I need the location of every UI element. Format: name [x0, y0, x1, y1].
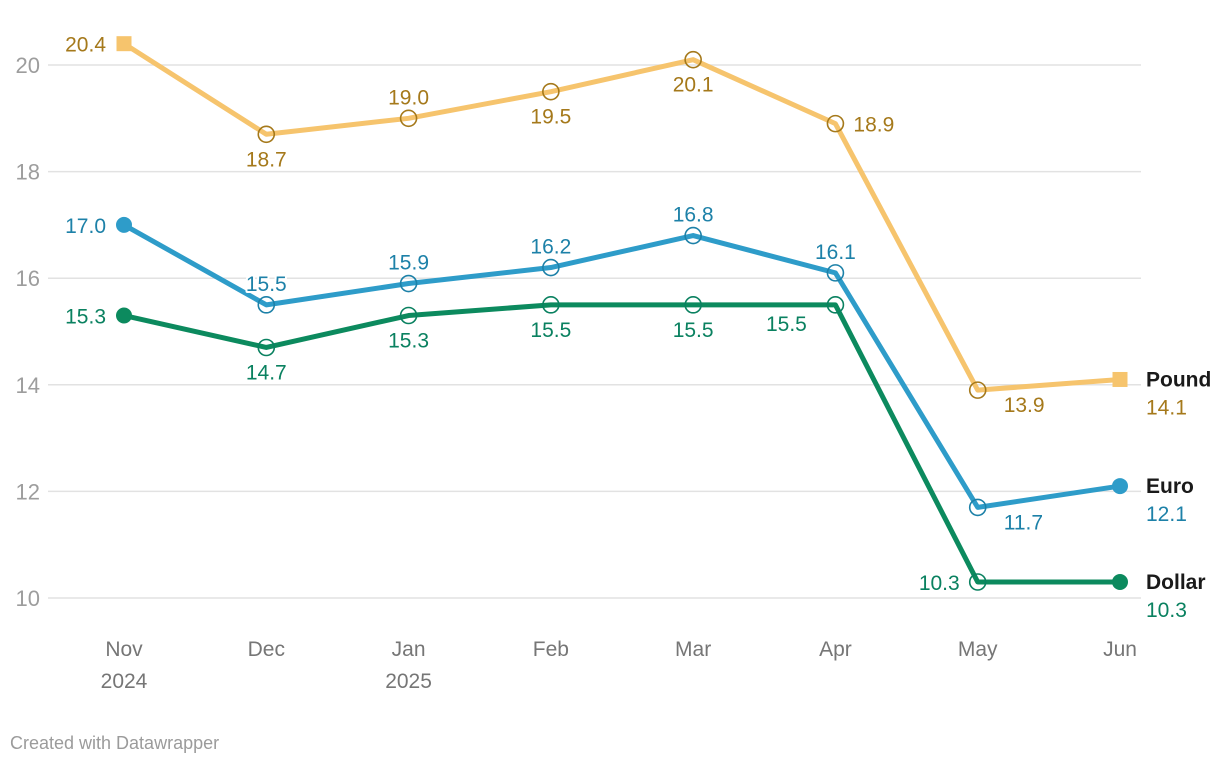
- marker-euro-feb: [542, 258, 560, 277]
- value-label-dollar-nov: 15.3: [65, 306, 106, 329]
- y-tick-label-12: 12: [16, 479, 40, 504]
- series-end-value-dollar: 10.3: [1146, 599, 1187, 622]
- x-tick-sublabel-2024: 2024: [101, 670, 148, 693]
- x-tick-label-jun: Jun: [1103, 638, 1137, 661]
- value-label-pound-jan: 19.0: [388, 86, 429, 109]
- marker-euro-apr: [826, 264, 845, 282]
- value-label-dollar-dec: 14.7: [246, 361, 287, 384]
- marker-dollar-dec: [257, 338, 276, 357]
- value-label-pound-may: 13.9: [1004, 394, 1045, 417]
- marker-pound-dec: [257, 125, 276, 144]
- value-label-dollar-mar: 15.5: [673, 319, 714, 342]
- series-line-dollar: [121, 302, 1123, 585]
- value-label-pound-feb: 19.5: [530, 106, 571, 129]
- x-tick-label-apr: Apr: [819, 638, 852, 661]
- y-tick-label-14: 14: [16, 373, 40, 398]
- value-label-euro-may: 11.7: [1004, 511, 1043, 534]
- value-label-euro-feb: 16.2: [530, 236, 571, 259]
- series-line-pound: [121, 41, 1123, 393]
- value-label-pound-mar: 20.1: [673, 74, 714, 97]
- value-label-dollar-apr: 15.5: [766, 313, 807, 336]
- marker-euro-jan: [399, 274, 418, 293]
- marker-pound-jan: [399, 109, 418, 128]
- marker-dollar-nov: [116, 307, 132, 324]
- y-tick-label-10: 10: [16, 586, 40, 611]
- series-name-label-dollar: Dollar: [1146, 571, 1206, 594]
- marker-dollar-feb: [542, 296, 560, 314]
- x-tick-label-jan: Jan: [392, 638, 426, 661]
- value-label-euro-apr: 16.1: [815, 241, 856, 264]
- value-label-pound-dec: 18.7: [246, 148, 287, 171]
- marker-euro-may: [968, 498, 987, 517]
- x-tick-sublabel-2025: 2025: [385, 670, 432, 693]
- marker-pound-mar: [684, 50, 702, 69]
- marker-pound-nov: [116, 36, 132, 52]
- x-tick-label-may: May: [958, 638, 998, 661]
- marker-pound-jun: [1112, 371, 1128, 387]
- marker-euro-mar: [684, 226, 702, 245]
- marker-dollar-apr: [826, 296, 845, 314]
- marker-euro-jun: [1112, 478, 1128, 495]
- value-label-euro-mar: 16.8: [673, 204, 714, 227]
- marker-dollar-may: [968, 573, 987, 591]
- series-name-label-pound: Pound: [1146, 368, 1211, 391]
- y-tick-label-16: 16: [16, 266, 40, 291]
- y-tick-label-18: 18: [16, 160, 40, 185]
- value-label-dollar-jan: 15.3: [388, 330, 429, 353]
- x-tick-label-mar: Mar: [675, 638, 711, 661]
- value-label-euro-nov: 17.0: [65, 215, 106, 238]
- marker-euro-nov: [116, 216, 132, 233]
- marker-dollar-jan: [399, 306, 418, 325]
- value-label-pound-nov: 20.4: [65, 34, 106, 57]
- x-tick-label-dec: Dec: [248, 638, 285, 661]
- value-label-dollar-feb: 15.5: [530, 319, 571, 342]
- marker-pound-apr: [826, 114, 845, 133]
- value-label-pound-apr: 18.9: [853, 114, 894, 137]
- series-end-value-euro: 12.1: [1146, 503, 1187, 526]
- marker-dollar-mar: [684, 296, 702, 314]
- series-line-euro: [121, 222, 1123, 510]
- value-label-euro-dec: 15.5: [246, 273, 287, 296]
- series-name-label-euro: Euro: [1146, 475, 1194, 498]
- marker-pound-may: [968, 381, 987, 399]
- value-label-dollar-may: 10.3: [919, 572, 960, 595]
- x-tick-label-nov: Nov: [105, 638, 143, 661]
- value-label-euro-jan: 15.9: [388, 252, 429, 275]
- marker-euro-dec: [257, 296, 276, 314]
- x-tick-label-feb: Feb: [533, 638, 569, 661]
- y-tick-label-20: 20: [16, 53, 40, 78]
- marker-pound-feb: [542, 82, 560, 101]
- series-end-value-pound: 14.1: [1146, 396, 1187, 419]
- marker-dollar-jun: [1112, 574, 1128, 591]
- datawrapper-credit: Created with Datawrapper: [10, 733, 220, 753]
